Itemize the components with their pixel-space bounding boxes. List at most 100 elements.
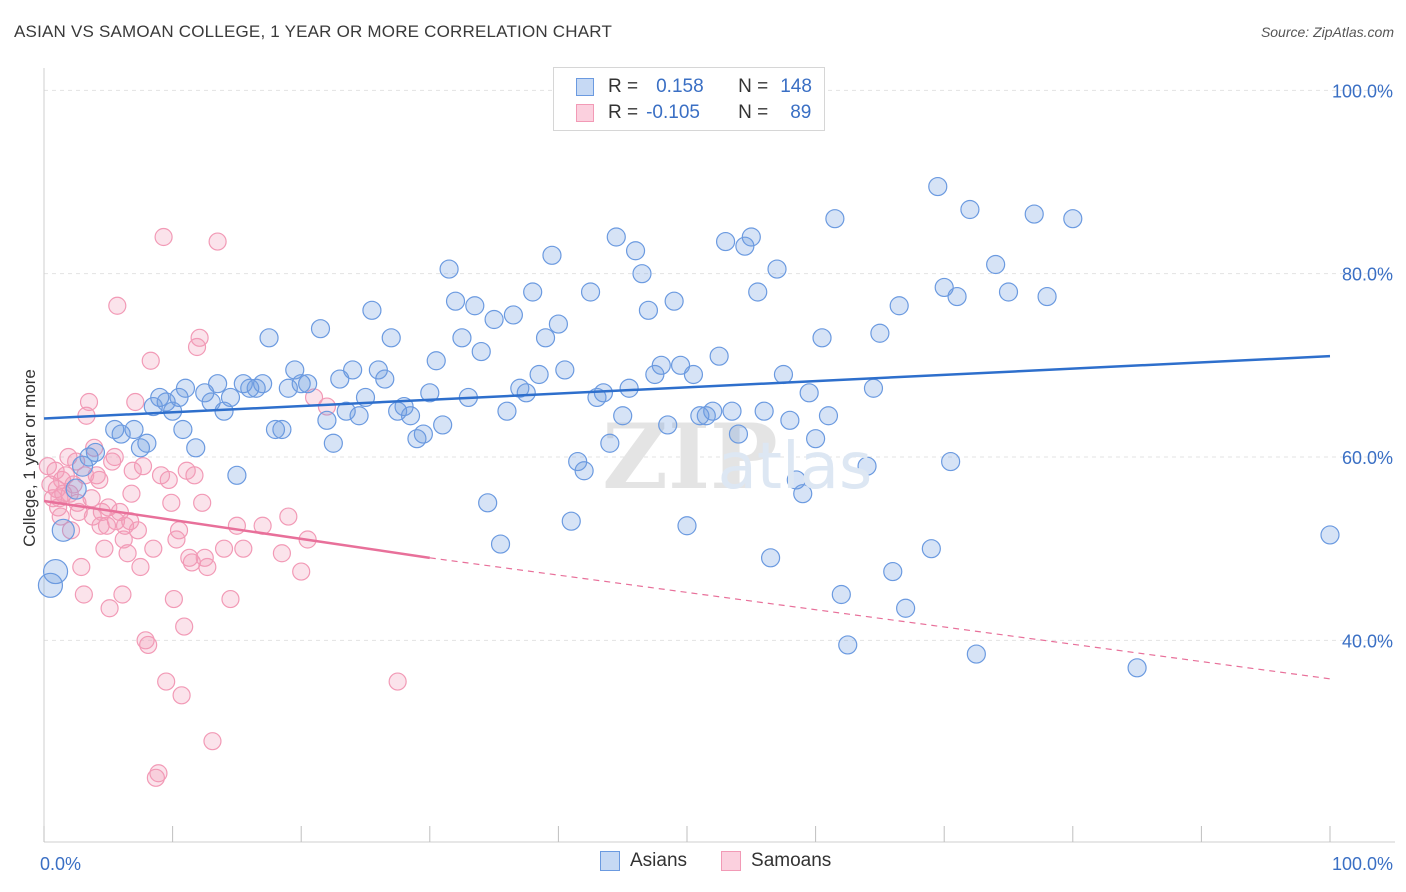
asians-point bbox=[683, 364, 704, 385]
asians-point bbox=[754, 401, 774, 421]
axes bbox=[43, 68, 1395, 843]
asians-point bbox=[452, 328, 472, 348]
asians-point bbox=[186, 438, 206, 458]
asians-point bbox=[799, 383, 819, 403]
samoans-point bbox=[139, 635, 158, 655]
asians-point bbox=[722, 401, 742, 421]
watermark-atlas: atlas bbox=[718, 430, 873, 504]
legend-row-samoans: R = -0.105 N = 89 bbox=[576, 100, 811, 126]
asians-point bbox=[690, 406, 710, 426]
asians-point bbox=[310, 319, 331, 339]
samoans-swatch bbox=[721, 851, 742, 871]
asians-point bbox=[889, 296, 909, 316]
samoans-point bbox=[128, 521, 147, 540]
asians-point bbox=[960, 199, 980, 220]
samoans-point bbox=[317, 397, 337, 416]
correlation-legend: R = 0.158 N = 148 R = -0.105 N = 89 bbox=[553, 67, 825, 131]
asians-point bbox=[619, 378, 639, 398]
asians-point bbox=[265, 419, 286, 440]
asians-point bbox=[375, 369, 395, 389]
asians-point bbox=[561, 511, 581, 531]
samoans-point bbox=[279, 507, 298, 526]
asians-point bbox=[535, 328, 556, 348]
samoans-point bbox=[113, 585, 132, 604]
samoans-point bbox=[149, 764, 168, 783]
asians-point bbox=[651, 355, 671, 375]
samoans-point bbox=[190, 328, 209, 347]
asians-point bbox=[323, 433, 343, 453]
samoans-point bbox=[126, 392, 145, 412]
r-label: R = bbox=[608, 102, 639, 123]
legend-label-asians: Asians bbox=[630, 850, 688, 871]
samoans-point bbox=[203, 732, 222, 751]
samoans-trend-extension bbox=[429, 557, 1331, 680]
samoans-point bbox=[74, 585, 93, 604]
asians-point bbox=[818, 406, 839, 426]
asians-point bbox=[600, 433, 620, 453]
n-value: 148 bbox=[780, 76, 812, 97]
asians-point bbox=[400, 406, 421, 426]
asians-point bbox=[413, 424, 433, 444]
samoans-point bbox=[100, 599, 119, 618]
asians-point bbox=[780, 410, 800, 430]
samoans-point bbox=[106, 512, 126, 531]
samoans-point bbox=[144, 539, 163, 558]
asians-point bbox=[220, 387, 241, 408]
samoans-point bbox=[227, 516, 246, 535]
asians-point bbox=[439, 259, 459, 279]
asians-point bbox=[529, 364, 549, 385]
asians-swatch bbox=[576, 78, 594, 96]
asians-point bbox=[343, 360, 363, 380]
asians-point bbox=[173, 419, 193, 440]
y-tick-label: 80.0% bbox=[1342, 265, 1393, 285]
samoans-point bbox=[221, 589, 240, 609]
asians-point bbox=[51, 518, 75, 542]
samoans-point bbox=[72, 557, 91, 577]
samoans-point bbox=[60, 484, 79, 503]
asians-point bbox=[484, 309, 504, 330]
asians-point bbox=[703, 401, 723, 421]
samoans-point bbox=[172, 686, 191, 705]
samoans-point bbox=[193, 493, 212, 512]
asians-point bbox=[433, 415, 453, 435]
asians-point bbox=[278, 378, 298, 398]
samoans-point bbox=[169, 521, 189, 540]
asians-point bbox=[71, 455, 94, 477]
asians-point bbox=[555, 360, 575, 380]
asians-point bbox=[638, 300, 659, 320]
samoans-point bbox=[208, 232, 227, 251]
legend-label-samoans: Samoans bbox=[751, 850, 832, 871]
asians-point bbox=[1024, 204, 1044, 224]
asians-point bbox=[548, 314, 569, 334]
asians-point bbox=[883, 561, 903, 582]
samoans-point bbox=[175, 617, 194, 636]
y-tick-label: 60.0% bbox=[1342, 448, 1393, 468]
asians-point bbox=[677, 516, 697, 536]
samoans-point bbox=[159, 470, 178, 490]
tick-labels: 40.0% 60.0% 80.0% 100.0% 0.0% 100.0% bbox=[40, 81, 1393, 874]
samoans-point bbox=[114, 530, 133, 549]
samoans-point bbox=[123, 461, 142, 480]
asians-point bbox=[37, 572, 64, 598]
asians-point bbox=[921, 539, 941, 559]
asians-swatch bbox=[600, 851, 620, 871]
r-label: R = bbox=[608, 76, 639, 97]
asians-point bbox=[966, 644, 986, 664]
asians-point bbox=[542, 245, 562, 265]
samoans-point bbox=[52, 470, 72, 490]
asians-point bbox=[349, 406, 369, 426]
asians-point bbox=[1127, 658, 1147, 678]
asians-point bbox=[523, 282, 543, 302]
asians-point bbox=[715, 231, 736, 252]
samoans-point bbox=[292, 562, 311, 581]
legend-row-asians: R = 0.158 N = 148 bbox=[576, 74, 812, 100]
samoans-point bbox=[79, 392, 99, 412]
asians-point bbox=[291, 374, 311, 394]
asians-point bbox=[426, 351, 446, 371]
y-tick-label: 40.0% bbox=[1342, 631, 1393, 651]
y-tick-label: 100.0% bbox=[1332, 81, 1393, 101]
asians-point bbox=[227, 465, 247, 485]
samoans-point bbox=[157, 672, 176, 691]
legend-item-samoans: Samoans bbox=[721, 850, 831, 872]
